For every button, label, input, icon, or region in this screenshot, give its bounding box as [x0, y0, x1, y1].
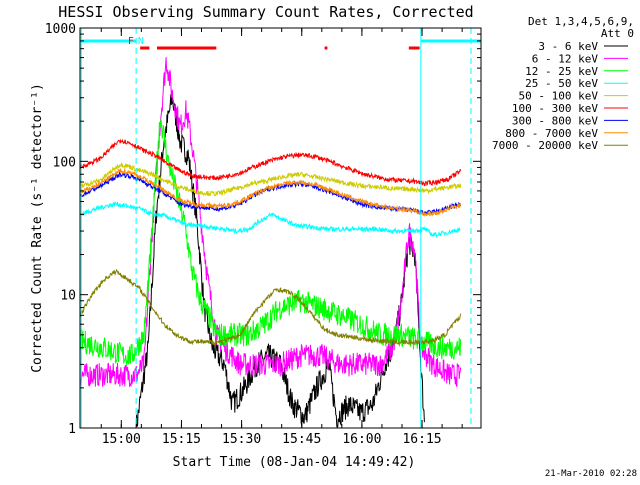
legend-label: 300 - 800 keV — [512, 114, 598, 127]
legend-label: 800 - 7000 keV — [505, 127, 598, 140]
series-line-25-50-kev — [79, 200, 461, 239]
legend-label: 12 - 25 keV — [525, 65, 598, 78]
flag-f: F — [128, 36, 134, 47]
series-7000-20000-kev — [79, 268, 462, 346]
flag-n: N — [138, 36, 144, 47]
plot-frame — [79, 27, 482, 429]
legend-label: 7000 - 20000 keV — [492, 139, 598, 152]
series-line-12-25-kev — [79, 118, 462, 366]
series-6-12-kev — [79, 57, 462, 387]
y-tick-label: 100 — [53, 155, 76, 170]
series-line-800-7000-kev — [79, 167, 462, 217]
series-25-50-kev — [79, 200, 461, 239]
legend-label: 3 - 6 keV — [538, 40, 598, 53]
chart-title: HESSI Observing Summary Count Rates, Cor… — [58, 3, 473, 21]
x-tick-label: 16:00 — [342, 432, 381, 447]
series-line-6-12-kev — [79, 57, 462, 387]
legend-label: 25 - 50 keV — [525, 77, 598, 90]
x-tick-label: 15:45 — [282, 432, 321, 447]
y-tick-label: 10 — [60, 289, 76, 304]
legend-label: 50 - 100 keV — [519, 90, 599, 103]
x-tick-label: 15:00 — [102, 432, 141, 447]
series-50-100-kev — [79, 162, 462, 197]
x-axis-label: Start Time (08-Jan-04 14:49:42) — [173, 455, 416, 470]
legend-label: 100 - 300 keV — [512, 102, 598, 115]
y-tick-label: 1000 — [45, 22, 76, 37]
series-3-6-kev — [135, 94, 425, 429]
series-100-300-kev — [80, 138, 462, 187]
legend-header-line-2: Att 0 — [601, 27, 634, 40]
date-stamp: 21-Mar-2010 02:28 — [545, 469, 637, 479]
legend-label: 6 - 12 keV — [532, 52, 599, 65]
series-12-25-kev — [79, 118, 462, 366]
series-line-7000-20000-kev — [79, 268, 462, 346]
series-line-3-6-kev — [135, 94, 425, 429]
axes: 1 10 100 1000 15:00 15:15 15:30 15:45 16:00 16:15 — [45, 22, 482, 447]
y-tick-label: 1 — [68, 422, 76, 437]
legend-header-line-1: Det 1,3,4,5,6,9, — [528, 15, 634, 28]
x-tick-label: 15:15 — [162, 432, 201, 447]
x-tick-label: 16:15 — [402, 432, 441, 447]
x-tick-label: 15:30 — [222, 432, 261, 447]
series-800-7000-kev — [79, 167, 462, 217]
y-axis-label: Corrected Count Rate (s⁻¹ detector⁻¹) — [30, 83, 45, 373]
series-line-100-300-kev — [80, 138, 462, 187]
series-line-50-100-kev — [79, 162, 462, 197]
